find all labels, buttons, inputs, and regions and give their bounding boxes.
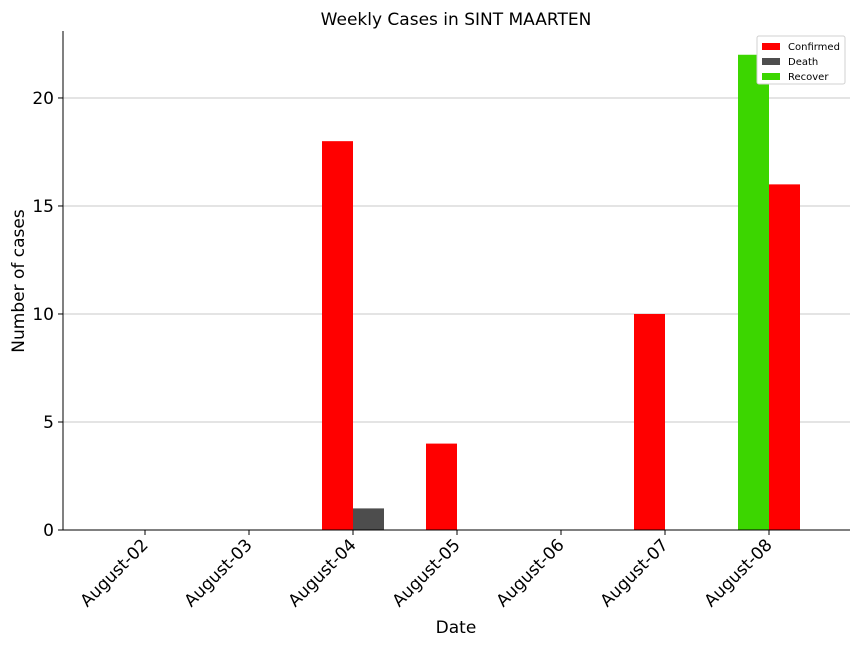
y-ticks: 0 5 10 15 20 [32,89,63,541]
x-tick-label: August-07 [597,535,673,611]
x-tick-label: August-05 [389,535,465,611]
chart-title: Weekly Cases in SINT MAARTEN [321,10,592,30]
legend-label-recover: Recover [788,72,829,83]
x-tick-label: August-04 [285,535,361,611]
bars [322,54,800,531]
bar-confirmed-august-08 [769,184,800,530]
grid [63,97,850,423]
bar-recover-august-08 [738,54,769,531]
x-ticks: August-02 August-03 August-04 August-05 Augu… [77,530,777,611]
legend-swatch-recover [762,73,780,80]
bar-confirmed-august-04 [322,141,353,531]
y-tick-label: 5 [43,413,54,433]
y-tick-label: 10 [32,305,54,325]
bar-death-august-04 [353,508,384,530]
x-tick-label: August-06 [493,535,569,611]
x-tick-label: August-03 [181,535,257,611]
x-tick-label: August-08 [701,535,777,611]
legend-swatch-confirmed [762,43,780,50]
x-axis-label: Date [436,618,477,638]
y-tick-label: 0 [43,521,54,541]
bar-confirmed-august-05 [426,443,457,530]
y-tick-label: 20 [32,89,54,109]
legend: Confirmed Death Recover [756,35,846,85]
legend-label-death: Death [788,57,818,68]
legend-label-confirmed: Confirmed [788,42,840,53]
bar-confirmed-august-07 [634,313,665,530]
y-axis-label: Number of cases [9,209,29,353]
legend-swatch-death [762,58,780,65]
y-tick-label: 15 [32,197,54,217]
x-tick-label: August-02 [77,535,153,611]
